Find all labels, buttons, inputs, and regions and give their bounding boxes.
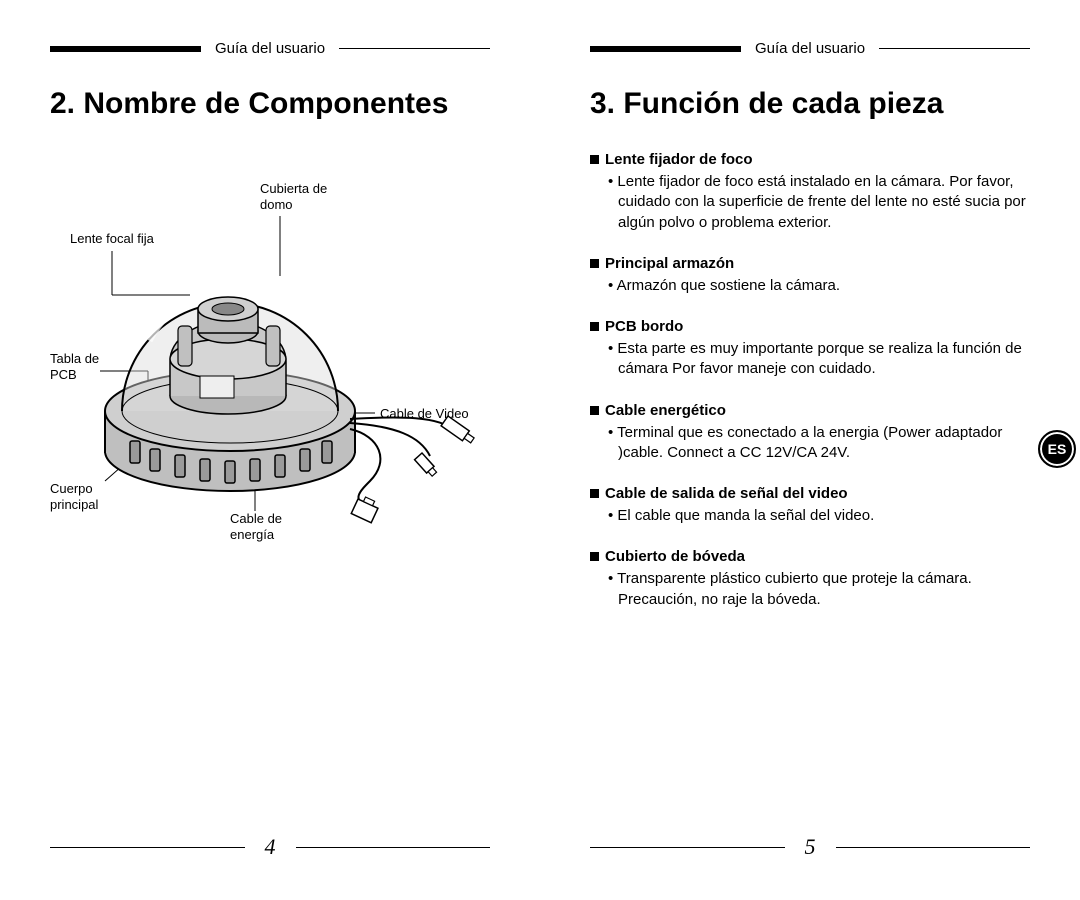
component-diagram: Lente focal fija Cubierta de domo Tabla … [50, 161, 490, 561]
footer-rule-r2 [836, 847, 1031, 848]
function-item-title-text: Cable de salida de señal del video [605, 485, 848, 502]
square-bullet-icon [590, 406, 599, 415]
function-item-title: Principal armazón [590, 255, 1030, 272]
camera-illustration [50, 161, 490, 561]
header-rule-thick-r [590, 46, 741, 52]
page-num-left: 4 [245, 834, 296, 860]
function-item-body: • El cable que manda la señal del video. [618, 506, 1030, 526]
header-right: Guía del usuario [590, 40, 1030, 57]
function-item-body: • Esta parte es muy importante porque se… [618, 339, 1030, 380]
header-left: Guía del usuario [50, 40, 490, 57]
page-spread: Guía del usuario 2. Nombre de Componente… [0, 0, 1080, 900]
language-badge: ES [1038, 430, 1076, 468]
language-badge-circle: ES [1038, 430, 1076, 468]
function-item-title-text: PCB bordo [605, 318, 683, 335]
footer-left: 4 [50, 834, 490, 860]
footer-rule-l2 [296, 847, 491, 848]
square-bullet-icon [590, 259, 599, 268]
function-item: Cable de salida de señal del video • El c… [590, 485, 1030, 526]
header-text-left: Guía del usuario [201, 40, 339, 57]
function-item: PCB bordo • Esta parte es muy importante … [590, 318, 1030, 380]
square-bullet-icon [590, 489, 599, 498]
function-item: Lente fijador de foco • Lente fijador de … [590, 151, 1030, 233]
language-badge-text: ES [1048, 441, 1067, 457]
page-num-right: 5 [785, 834, 836, 860]
square-bullet-icon [590, 322, 599, 331]
function-item-body: • Armazón que sostiene la cámara. [618, 276, 1030, 296]
function-item-title: Cubierto de bóveda [590, 548, 1030, 565]
square-bullet-icon [590, 155, 599, 164]
function-item-body: • Lente fijador de foco está instalado e… [618, 172, 1030, 233]
right-page: Guía del usuario 3. Función de cada piez… [540, 0, 1080, 900]
footer-rule-l1 [50, 847, 245, 848]
left-title: 2. Nombre de Componentes [50, 87, 490, 121]
function-item-title: Cable energético [590, 402, 1030, 419]
header-rule-thin [339, 48, 490, 49]
function-item-title-text: Cable energético [605, 402, 726, 419]
left-page: Guía del usuario 2. Nombre de Componente… [0, 0, 540, 900]
header-rule-thin-r [879, 48, 1030, 49]
function-item: Principal armazón • Armazón que sostiene … [590, 255, 1030, 296]
function-item-body: • Terminal que es conectado a la energia… [618, 423, 1030, 464]
footer-right: 5 [590, 834, 1030, 860]
function-item: Cubierto de bóveda • Transparente plástic… [590, 548, 1030, 610]
function-item-title-text: Lente fijador de foco [605, 151, 753, 168]
right-title: 3. Función de cada pieza [590, 87, 1030, 121]
function-item-title-text: Cubierto de bóveda [605, 548, 745, 565]
function-item-body: • Transparente plástico cubierto que pro… [618, 569, 1030, 610]
function-item-title: Lente fijador de foco [590, 151, 1030, 168]
footer-rule-r1 [590, 847, 785, 848]
function-item: Cable energético • Terminal que es conect… [590, 402, 1030, 464]
function-list: Lente fijador de foco • Lente fijador de … [590, 151, 1030, 610]
function-item-title: PCB bordo [590, 318, 1030, 335]
function-item-title-text: Principal armazón [605, 255, 734, 272]
square-bullet-icon [590, 552, 599, 561]
header-text-right: Guía del usuario [741, 40, 879, 57]
header-rule-thick [50, 46, 201, 52]
function-item-title: Cable de salida de señal del video [590, 485, 1030, 502]
